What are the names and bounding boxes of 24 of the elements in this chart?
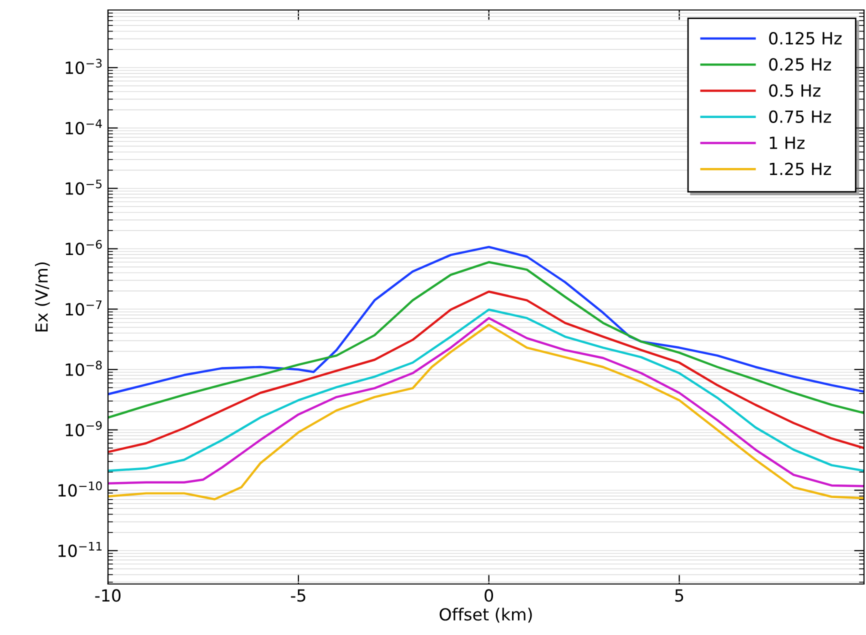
legend-label: 0.5 Hz bbox=[769, 84, 820, 97]
y-tick-label: 10$^{−4}$ bbox=[66, 119, 102, 134]
x-tick-label: -5 bbox=[290, 589, 306, 602]
legend-label: 0.125 Hz bbox=[769, 32, 842, 45]
y-tick-label: 10$^{−8}$ bbox=[66, 360, 102, 376]
x-axis-title: Offset (km) bbox=[440, 608, 532, 623]
y-tick-label: 10$^{−11}$ bbox=[58, 542, 102, 558]
line-series bbox=[108, 261, 864, 419]
y-axis-title: Ex (V/m) bbox=[34, 262, 50, 332]
x-tick-label: 5 bbox=[675, 589, 684, 602]
y-tick-label: 10$^{−6}$ bbox=[66, 240, 102, 256]
x-tick-label: 0 bbox=[484, 589, 494, 602]
legend-label: 1 Hz bbox=[770, 136, 805, 149]
y-tick-label: 10$^{−9}$ bbox=[66, 421, 102, 436]
y-tick-label: 10$^{−5}$ bbox=[66, 180, 102, 195]
legend-label: 1.25 Hz bbox=[770, 162, 832, 176]
y-tick-label: 10$^{−10}$ bbox=[58, 481, 102, 497]
legend-label: 0.25 Hz bbox=[769, 58, 832, 71]
line-series bbox=[108, 246, 864, 396]
legend-label: 0.75 Hz bbox=[769, 110, 832, 123]
line-series bbox=[108, 290, 864, 454]
y-tick-label: 10$^{−3}$ bbox=[66, 58, 102, 74]
x-tick-label: -10 bbox=[95, 589, 121, 602]
y-tick-label: 10$^{−7}$ bbox=[66, 300, 102, 316]
